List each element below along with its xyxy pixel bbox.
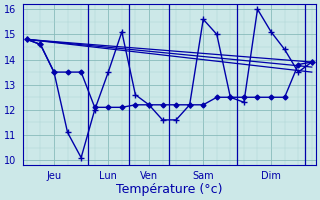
X-axis label: Température (°c): Température (°c) (116, 183, 223, 196)
